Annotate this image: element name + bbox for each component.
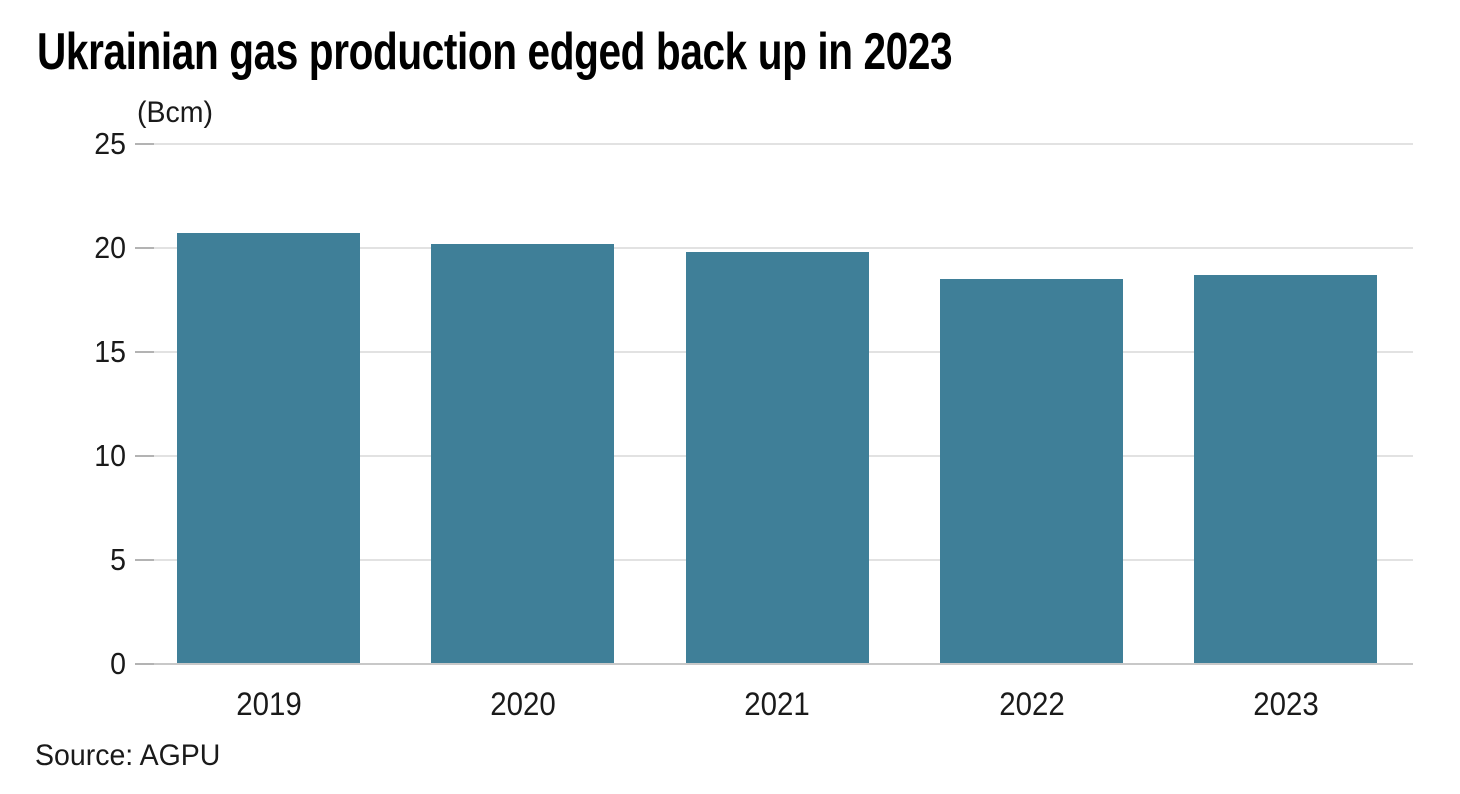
bar	[685, 252, 869, 664]
x-axis-label: 2020	[490, 686, 556, 722]
y-axis-tick	[135, 663, 154, 665]
x-axis-line	[140, 663, 1413, 665]
y-axis-label: 0	[110, 646, 126, 681]
y-axis-tick	[135, 143, 154, 145]
y-axis-label: 5	[110, 542, 126, 577]
gridline	[140, 143, 1413, 145]
chart-title: Ukrainian gas production edged back up i…	[37, 23, 953, 81]
source-note: Source: AGPU	[35, 739, 221, 772]
y-axis-tick	[135, 455, 154, 457]
y-axis-label: 10	[94, 438, 126, 473]
x-axis-label: 2022	[998, 686, 1065, 722]
y-axis-tick	[135, 247, 154, 249]
y-axis-label: 15	[94, 334, 126, 369]
bar	[431, 243, 615, 664]
y-axis-tick	[135, 559, 154, 561]
y-axis-label: 25	[94, 126, 126, 161]
y-axis-unit-label: (Bcm)	[137, 96, 213, 129]
gridline	[140, 247, 1413, 249]
x-axis-label: 2023	[1253, 686, 1319, 722]
y-axis-tick	[135, 351, 154, 353]
bar	[940, 279, 1123, 664]
bar	[1194, 275, 1378, 664]
x-axis-label: 2021	[744, 686, 810, 722]
x-axis-label: 2019	[235, 686, 302, 722]
y-axis-label: 20	[94, 230, 126, 265]
bar	[177, 233, 360, 664]
